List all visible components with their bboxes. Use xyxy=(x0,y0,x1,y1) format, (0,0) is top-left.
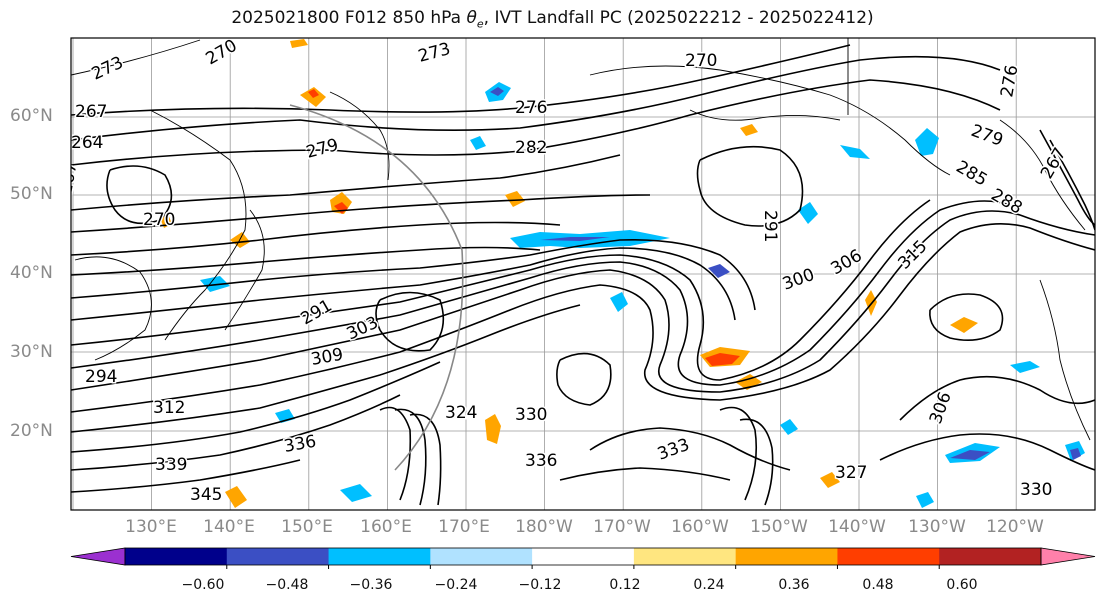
colorbar-tick-label: −0.36 xyxy=(349,577,393,593)
contour-label: 330 xyxy=(515,405,547,425)
colorbar-tick-label: −0.60 xyxy=(181,577,225,593)
lat-label: 30°N xyxy=(10,342,53,362)
colorbar-extend-min xyxy=(70,547,126,566)
colorbar-tick-label: 0.12 xyxy=(609,577,641,593)
contour-label: 294 xyxy=(85,367,117,387)
contour-label: 291 xyxy=(760,210,780,242)
contour-label: 276 xyxy=(515,98,547,118)
lon-label: 150°E xyxy=(281,517,333,537)
colorbar-extend-max xyxy=(1040,547,1096,566)
lat-label: 60°N xyxy=(10,106,53,126)
lon-label: 160°E xyxy=(360,517,412,537)
contour-label: 270 xyxy=(143,210,175,230)
colorbar-tick-label: 0.36 xyxy=(778,577,810,593)
contour-label: 345 xyxy=(190,485,222,505)
colorbar-border xyxy=(124,547,1042,566)
contour-label: 264 xyxy=(71,133,103,153)
ivt-pc-shading xyxy=(160,39,1085,508)
contour-label: 336 xyxy=(525,451,557,471)
contour-label: 327 xyxy=(835,463,867,483)
lat-label: 20°N xyxy=(10,421,53,441)
colorbar-segment xyxy=(735,548,838,565)
colorbar-tick-label: 0.24 xyxy=(693,577,725,593)
coastlines xyxy=(71,38,1091,441)
colorbar-tick-label: −0.48 xyxy=(265,577,309,593)
contour-label: 267 xyxy=(75,102,107,122)
lon-label: 140°E xyxy=(203,517,255,537)
colorbar-segment xyxy=(633,548,737,565)
landfall-region-arc xyxy=(289,104,464,471)
lon-label: 150°W xyxy=(750,517,808,537)
contour-label: 324 xyxy=(445,403,477,423)
colorbar-segment xyxy=(939,548,1042,565)
map-frame xyxy=(70,37,1096,511)
contour-label: 282 xyxy=(515,138,547,158)
colorbar-segment xyxy=(532,548,635,565)
contour-label: 312 xyxy=(153,398,185,418)
contour-label: 330 xyxy=(1020,480,1052,500)
colorbar-segment xyxy=(226,548,330,565)
lon-label: 140°W xyxy=(828,517,886,537)
lon-label: 120°W xyxy=(986,517,1044,537)
lon-label: 160°W xyxy=(671,517,729,537)
colorbar-segment xyxy=(125,548,228,565)
colorbar-tick-label: 0.60 xyxy=(946,577,978,593)
colorbar-segment xyxy=(328,548,431,565)
contour-label: 270 xyxy=(685,51,717,71)
lat-label: 40°N xyxy=(10,263,53,283)
lon-label: 130°W xyxy=(908,517,966,537)
colorbar-tick-label: 0.48 xyxy=(862,577,894,593)
map-title: 2025021800 F012 850 hPa θe, IVT Landfall… xyxy=(231,8,874,31)
colorbar xyxy=(70,547,1096,569)
lon-label: 170°E xyxy=(438,517,490,537)
colorbar-segment xyxy=(837,548,940,565)
lon-label: 170°W xyxy=(593,517,651,537)
colorbar-segment xyxy=(430,548,533,565)
contour-label: 339 xyxy=(155,455,187,475)
lon-label: 180°W xyxy=(515,517,573,537)
lon-label: 130°E xyxy=(125,517,177,537)
colorbar-tick-label: −0.24 xyxy=(434,577,478,593)
lat-label: 50°N xyxy=(10,184,53,204)
theta-e-contours xyxy=(71,44,1095,506)
colorbar-tick-label: −0.12 xyxy=(518,577,562,593)
